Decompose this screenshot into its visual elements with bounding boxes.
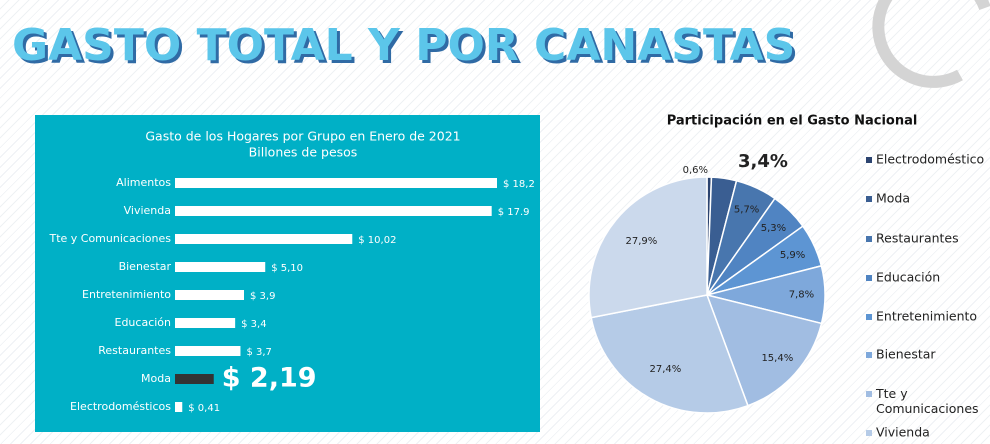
slice-label: 5,9%: [780, 250, 805, 261]
legend-label: Restaurantes: [876, 231, 959, 246]
legend-label: Bienestar: [876, 347, 936, 362]
slice-label: 15,4%: [761, 353, 793, 364]
value-label: $ 5,10: [271, 263, 303, 274]
legend-swatch: [866, 352, 872, 358]
category-label: Educación: [115, 316, 172, 329]
bar: [175, 178, 497, 188]
legend-swatch: [866, 391, 872, 397]
legend-swatch: [866, 196, 872, 202]
pie-slice: [588, 176, 708, 319]
legend-label: Tte y Comunicaciones: [875, 386, 979, 416]
legend-label: Entretenimiento: [876, 309, 977, 324]
value-label: $ 3,4: [241, 319, 266, 330]
slice-label: 7,8%: [789, 290, 814, 301]
bar: [175, 290, 244, 300]
legend-line: Comunicaciones: [876, 401, 979, 416]
bar: [175, 262, 266, 272]
bar: [175, 206, 492, 216]
legend-swatch: [866, 236, 872, 242]
value-label: $ 18,2: [503, 179, 535, 190]
decor-arc: [872, 0, 990, 88]
slice-label: 5,7%: [734, 204, 759, 215]
bar-chart-subtitle: Billones de pesos: [249, 145, 358, 160]
slice-label: 0,6%: [683, 165, 708, 176]
legend-label: Educación: [876, 270, 940, 285]
slide-title: GASTO TOTAL Y POR CANASTAS: [12, 20, 795, 71]
value-label: $ 17.9: [498, 207, 530, 218]
title-shadow: GASTO TOTAL Y POR CANASTAS: [15, 23, 798, 74]
legend-swatch: [866, 275, 872, 281]
value-label: $ 2,19: [222, 363, 317, 394]
legend-line: Tte y: [875, 386, 908, 401]
bar-panel: [35, 115, 540, 432]
slice-label: 27,4%: [649, 364, 681, 375]
category-label: Alimentos: [116, 176, 171, 189]
slice-label: 5,3%: [761, 223, 786, 234]
value-label: $ 3,9: [250, 291, 275, 302]
category-label: Electrodomésticos: [70, 400, 171, 413]
bar: [175, 346, 241, 356]
category-label: Tte y Comunicaciones: [48, 232, 171, 245]
category-label: Moda: [141, 372, 171, 385]
pie-slice: [590, 294, 749, 414]
legend-swatch: [866, 314, 872, 320]
value-label: $ 0,41: [188, 403, 220, 414]
value-label: $ 3,7: [246, 347, 271, 358]
legend-swatch: [866, 430, 872, 436]
bar: [175, 234, 353, 244]
bar: [175, 318, 236, 328]
legend-label: Moda: [876, 191, 910, 206]
category-label: Bienestar: [119, 260, 172, 273]
bar: [175, 402, 183, 412]
category-label: Entretenimiento: [82, 288, 171, 301]
pie-chart-title: Participación en el Gasto Nacional: [667, 114, 918, 129]
slice-label: 3,4%: [738, 151, 788, 172]
slice-label: 27,9%: [626, 236, 658, 247]
legend-label: Electrodoméstico: [876, 152, 984, 167]
pie-slice: [705, 293, 823, 407]
bar: [175, 374, 214, 384]
bar-chart-title: Gasto de los Hogares por Grupo en Enero …: [145, 129, 460, 144]
category-label: Vivienda: [124, 204, 171, 217]
category-label: Restaurantes: [98, 344, 171, 357]
legend-label: Vivienda: [876, 425, 930, 440]
value-label: $ 10,02: [358, 235, 396, 246]
legend-swatch: [866, 157, 872, 163]
